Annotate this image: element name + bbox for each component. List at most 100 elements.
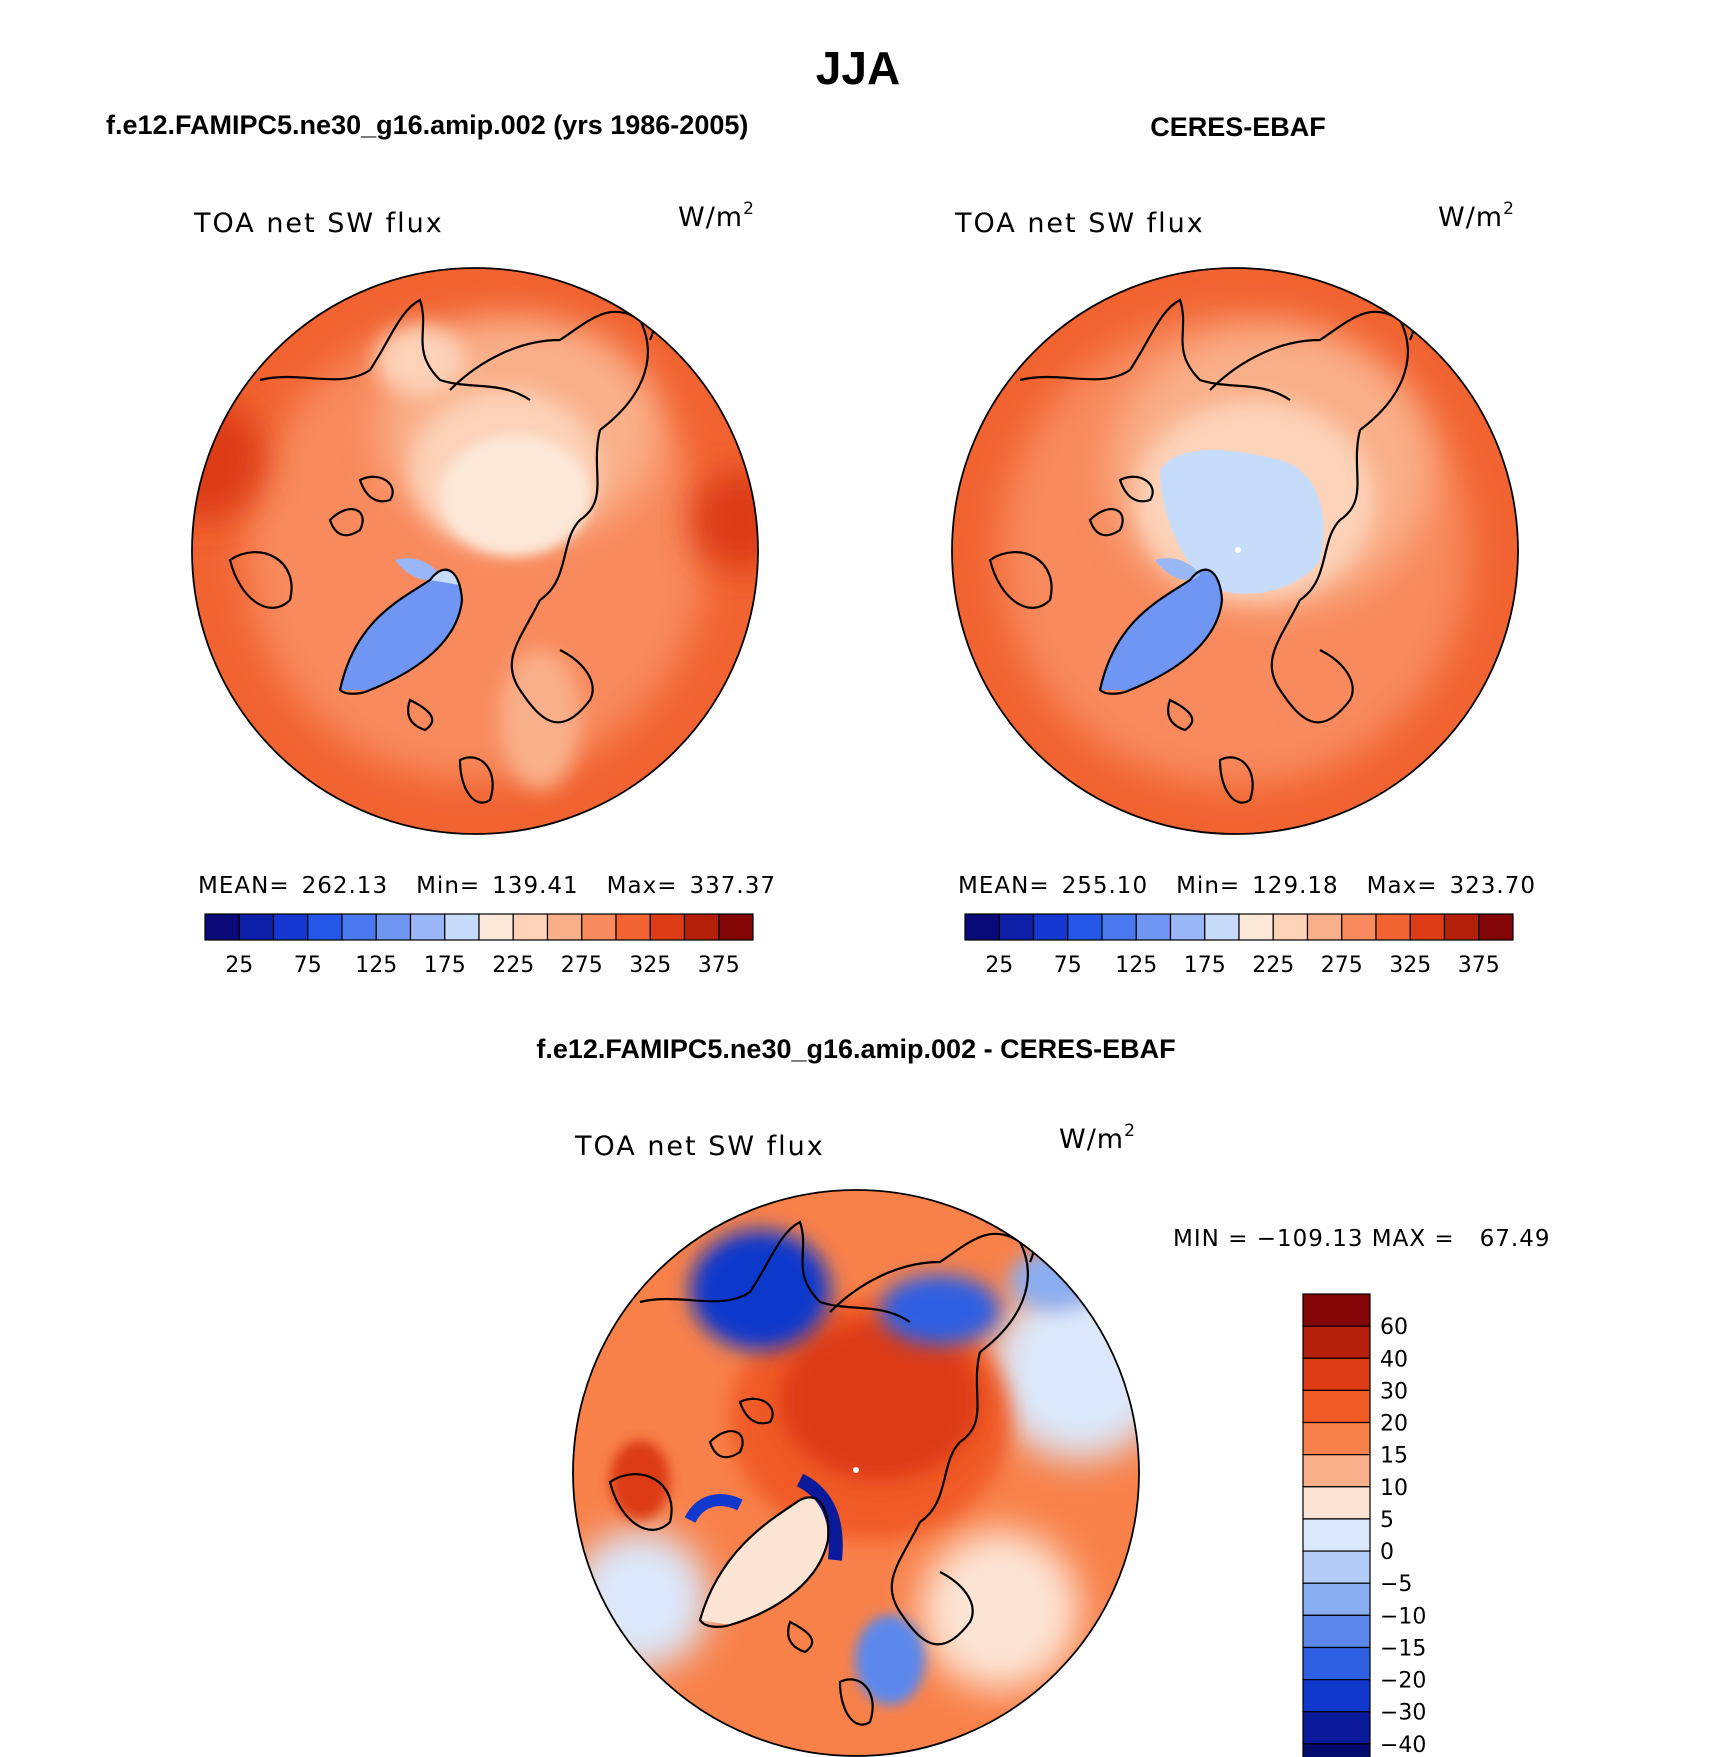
colorbar-swatch — [1204, 913, 1240, 941]
panel-model-variable: TOA net SW flux — [193, 208, 444, 239]
colorbar-swatch — [1302, 1743, 1371, 1757]
colorbar-swatch — [238, 913, 275, 941]
colorbar-tick-label: 75 — [1054, 953, 1082, 978]
colorbar-swatch — [1375, 913, 1411, 941]
map-model-border — [191, 267, 759, 835]
colorbar-swatch — [1067, 913, 1103, 941]
colorbar-tick-label: 20 — [1380, 1412, 1408, 1437]
colorbar-swatch — [341, 913, 377, 941]
colorbar-swatch — [1272, 913, 1309, 941]
colorbar-swatch — [375, 913, 412, 941]
colorbar-tick-label: 225 — [1252, 953, 1294, 978]
colorbar-tick-label: 30 — [1380, 1379, 1408, 1404]
colorbar-swatch — [272, 913, 309, 941]
colorbar-swatch — [1169, 913, 1206, 941]
colorbar-obs: 25 75 125 175 225 275 325 375 — [964, 913, 1514, 978]
colorbar-tick-label: 25 — [985, 953, 1013, 978]
colorbar-swatch — [1302, 1614, 1371, 1649]
colorbar-tick-label: 375 — [698, 953, 740, 978]
colorbar-swatch — [409, 913, 446, 941]
colorbar-swatch — [1302, 1293, 1371, 1327]
colorbar-swatch — [1341, 913, 1377, 941]
colorbar-swatch — [1302, 1550, 1371, 1584]
colorbar-swatch — [1302, 1325, 1371, 1359]
colorbar-swatch — [718, 913, 754, 941]
panel-obs-variable: TOA net SW flux — [954, 208, 1205, 239]
colorbar-swatch — [1443, 913, 1480, 941]
panel-obs-stats: MEAN= 255.10 Min= 129.18 Max= 323.70 — [958, 873, 1536, 899]
colorbar-swatch — [964, 913, 1000, 941]
colorbar-tick-label: 175 — [1184, 953, 1226, 978]
colorbar-swatch — [307, 913, 343, 941]
colorbar-tick-label: −5 — [1380, 1572, 1412, 1597]
colorbar-tick-label: 5 — [1380, 1508, 1394, 1533]
map-obs — [952, 268, 1518, 834]
colorbar-tick-label: 225 — [492, 953, 534, 978]
colorbar-swatch — [1302, 1678, 1371, 1713]
panel-diff-units: W/m2 — [1059, 1121, 1136, 1155]
panel-model-units: W/m2 — [678, 199, 755, 233]
colorbar-tick-label: 25 — [225, 953, 253, 978]
colorbar-tick-label: 10 — [1380, 1476, 1408, 1501]
panel-model-stats: MEAN= 262.13 Min= 139.41 Max= 337.37 — [198, 873, 776, 899]
colorbar-tick-label: 125 — [355, 953, 397, 978]
colorbar-swatch — [444, 913, 480, 941]
map-diff-border — [572, 1189, 1140, 1757]
colorbar-tick-label: 275 — [1321, 953, 1363, 978]
colorbar-swatch — [1302, 1389, 1371, 1424]
colorbar-swatch — [1306, 913, 1343, 941]
colorbar-swatch — [1302, 1357, 1371, 1392]
colorbar-tick-label: 375 — [1458, 953, 1500, 978]
colorbar-tick-label: 75 — [294, 953, 322, 978]
coastlines-obs — [988, 296, 1415, 804]
colorbar-swatch — [1478, 913, 1514, 941]
colorbar-tick-label: −10 — [1380, 1604, 1426, 1629]
colorbar-swatch — [1302, 1711, 1371, 1745]
coastlines-diff — [608, 1218, 1035, 1726]
colorbar-swatch — [1135, 913, 1172, 941]
colorbar-swatch — [1302, 1518, 1371, 1552]
colorbar-tick-label: −15 — [1380, 1636, 1426, 1661]
figure-title: JJA — [816, 42, 900, 94]
colorbar-tick-label: 325 — [629, 953, 671, 978]
colorbar-tick-label: 60 — [1380, 1315, 1408, 1340]
colorbar-swatch — [546, 913, 583, 941]
colorbar-swatch — [1302, 1582, 1371, 1616]
panel-obs: CERES-EBAF TOA net SW flux W/m2 — [951, 112, 1536, 978]
colorbar-swatch — [1302, 1421, 1371, 1456]
panel-diff-header: f.e12.FAMIPC5.ne30_g16.amip.002 - CERES-… — [536, 1034, 1175, 1064]
colorbar-swatch — [581, 913, 617, 941]
colorbar-swatch — [512, 913, 549, 941]
colorbar-swatch — [649, 913, 686, 941]
colorbar-tick-label: 40 — [1380, 1347, 1408, 1372]
map-model — [192, 268, 758, 834]
colorbar-swatch — [615, 913, 651, 941]
colorbar-tick-label: −40 — [1380, 1733, 1426, 1757]
panel-diff: f.e12.FAMIPC5.ne30_g16.amip.002 - CERES-… — [536, 1034, 1550, 1757]
colorbar-swatch — [1101, 913, 1137, 941]
coastlines-model — [228, 296, 655, 804]
colorbar-tick-label: 175 — [424, 953, 466, 978]
colorbar-swatch — [683, 913, 720, 941]
colorbar-swatch — [1032, 913, 1069, 941]
panel-obs-header: CERES-EBAF — [1150, 112, 1326, 142]
colorbar-swatch — [1302, 1646, 1371, 1681]
panel-model: f.e12.FAMIPC5.ne30_g16.amip.002 (yrs 198… — [106, 110, 776, 978]
colorbar-tick-label: 325 — [1389, 953, 1431, 978]
panel-diff-stats: MIN = −109.13 MAX = 67.49 — [1173, 1226, 1550, 1252]
colorbar-tick-label: 15 — [1380, 1444, 1408, 1469]
panel-model-header: f.e12.FAMIPC5.ne30_g16.amip.002 (yrs 198… — [106, 110, 748, 140]
colorbar-tick-label: 125 — [1115, 953, 1157, 978]
colorbar-swatch — [478, 913, 514, 941]
colorbar-swatch — [1302, 1454, 1371, 1488]
colorbar-swatch — [1238, 913, 1274, 941]
colorbar-model: 25 75 125 175 225 275 325 375 — [204, 913, 754, 978]
colorbar-swatch — [204, 913, 240, 941]
colorbar-tick-label: −30 — [1380, 1701, 1426, 1726]
colorbar-swatch — [1302, 1486, 1371, 1520]
colorbar-swatch — [998, 913, 1035, 941]
map-obs-border — [951, 267, 1519, 835]
panel-obs-units: W/m2 — [1438, 199, 1515, 233]
colorbar-tick-label: 275 — [561, 953, 603, 978]
